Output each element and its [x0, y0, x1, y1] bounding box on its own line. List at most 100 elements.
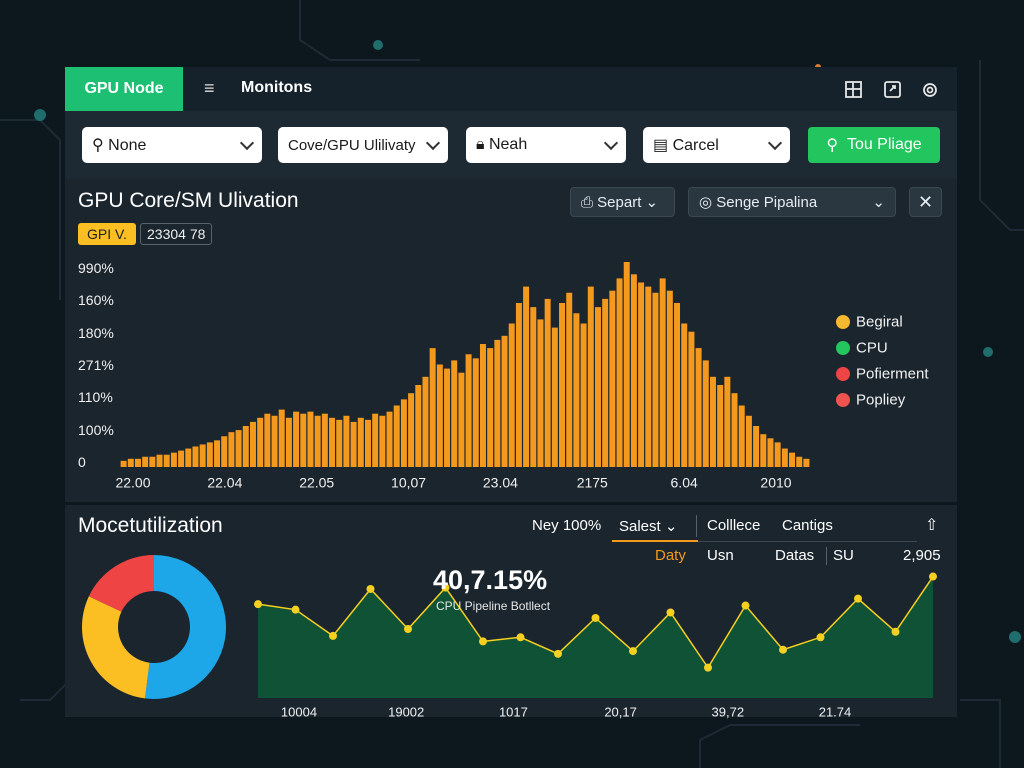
menu-title[interactable]: Monitons	[241, 79, 313, 96]
tab[interactable]: Usn	[707, 547, 734, 564]
dropdown[interactable]: ⚲ None	[82, 127, 262, 163]
bar	[789, 452, 796, 467]
tab[interactable]: Datas	[775, 547, 815, 564]
bar	[602, 298, 609, 467]
dropdown-text: Carcel	[672, 137, 719, 154]
legend-label: CPU	[856, 339, 888, 357]
bar	[393, 405, 400, 467]
bar	[156, 454, 163, 467]
line-point	[891, 627, 900, 636]
bar	[587, 286, 594, 467]
bar	[163, 454, 170, 467]
filter-label[interactable]: Ney 100%	[532, 517, 602, 534]
tab[interactable]: SU	[833, 547, 854, 564]
line-point	[366, 584, 375, 593]
line-point	[741, 601, 750, 610]
bar	[674, 303, 681, 467]
dropdown[interactable]: 🔒︎ Neah	[466, 127, 626, 163]
x-tick-label: 22.04	[207, 475, 242, 491]
divider	[696, 515, 697, 537]
expand-icon[interactable]: ⇧	[925, 517, 939, 534]
line-point	[441, 583, 450, 592]
line-area	[258, 576, 933, 698]
y-tick-label: 160%	[78, 292, 114, 309]
bar	[580, 323, 587, 467]
select-dropdown[interactable]: Salest ⌄	[619, 518, 678, 535]
line-point	[479, 637, 487, 646]
x-tick-label: 2010	[760, 475, 791, 491]
dropdown-text: Cove/GPU Ulilivaty	[288, 136, 416, 154]
control-dropdown[interactable]: ⎙ Separt ⌄	[570, 187, 675, 217]
tab[interactable]: Daty	[655, 547, 686, 564]
badge: GPI V.	[78, 223, 136, 245]
y-tick-label: 990%	[78, 260, 114, 276]
dropdown-text: Neah	[488, 136, 528, 153]
control-dropdown[interactable]: ◎ Senge Pipalina ⌄	[688, 187, 896, 217]
line-point	[629, 647, 637, 656]
bar	[681, 323, 688, 467]
dropdown-text: None	[108, 137, 147, 154]
bar	[594, 307, 601, 467]
bar	[415, 385, 422, 467]
tab-value: 2,905	[903, 547, 941, 564]
control-label: ◎ Senge Pipalina	[699, 194, 818, 211]
line-point	[779, 645, 787, 654]
bar	[745, 415, 752, 467]
bar	[242, 426, 249, 467]
bar	[523, 286, 530, 467]
primary-button[interactable]: ⚲ Tou Pliage	[808, 127, 940, 163]
export-icon[interactable]	[884, 81, 901, 98]
settings-icon[interactable]	[923, 83, 937, 97]
bar	[731, 393, 738, 467]
menu-icon[interactable]: ≡	[204, 78, 215, 98]
bar	[753, 426, 760, 467]
x-tick-label: 1017	[499, 704, 528, 719]
tab-rule	[612, 541, 917, 542]
bar	[458, 372, 465, 467]
bar	[199, 444, 206, 467]
bar	[278, 409, 285, 467]
headline-caption: CPU Pipeline Botllect	[436, 599, 551, 613]
tab-underline	[612, 540, 698, 542]
dropdown[interactable]: ▤ Carcel	[643, 127, 790, 163]
bar	[429, 348, 436, 467]
bar	[724, 376, 731, 467]
bar	[336, 419, 343, 467]
control-link[interactable]: Colllece	[707, 517, 761, 534]
dropdown[interactable]: Cove/GPU Ulilivaty	[278, 127, 448, 163]
bar	[264, 413, 271, 467]
line-point	[816, 633, 825, 642]
dropdown-label: ▤ Carcel	[653, 137, 719, 154]
control-link[interactable]: Cantigs	[782, 517, 833, 534]
legend-label: Pofierment	[856, 365, 929, 383]
x-tick-label: 39,72	[712, 704, 745, 719]
bar	[803, 458, 810, 467]
bar	[616, 278, 623, 467]
node-tab[interactable]: GPU Node	[65, 67, 183, 111]
header-bar	[65, 67, 957, 111]
bar	[738, 405, 745, 467]
bar	[781, 448, 788, 467]
line-point	[854, 594, 862, 603]
y-tick-label: 180%	[78, 324, 114, 341]
bar	[142, 456, 149, 467]
bar	[372, 413, 379, 467]
bar	[645, 286, 652, 467]
bar	[314, 415, 321, 467]
legend-swatch	[836, 367, 850, 381]
bar	[767, 438, 774, 467]
close-button[interactable]: ✕	[909, 187, 942, 217]
legend-swatch	[836, 341, 850, 355]
x-tick-label: 6.04	[671, 475, 698, 491]
bar	[623, 262, 630, 467]
bar	[307, 411, 314, 467]
line-point	[591, 613, 600, 622]
legend-swatch	[836, 393, 850, 407]
bar	[249, 421, 256, 467]
bar	[257, 417, 264, 467]
bar	[566, 292, 573, 467]
x-tick-label: 10,07	[391, 475, 426, 491]
bar	[350, 421, 357, 467]
bar	[379, 415, 386, 467]
